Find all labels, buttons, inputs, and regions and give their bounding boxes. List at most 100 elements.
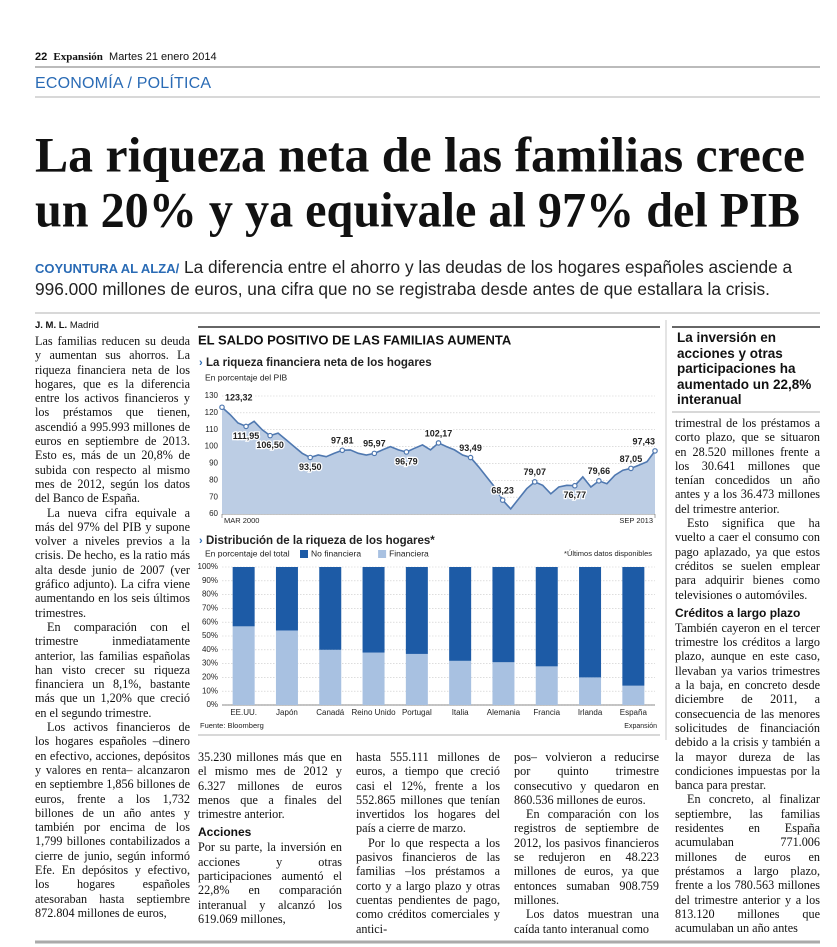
data-point — [596, 478, 602, 484]
subhead-text: La diferencia entre el ahorro y las deud… — [35, 257, 793, 299]
data-label: 95,97 — [363, 439, 386, 449]
x-tick-label: Alemania — [487, 708, 521, 717]
headline-line: La riqueza neta de las familias crece — [35, 126, 805, 182]
y-tick-label: 70% — [202, 604, 218, 613]
data-label: 96,79 — [395, 456, 418, 466]
data-point — [371, 450, 378, 457]
paragraph: Por su parte, la inversión en acciones y… — [198, 840, 342, 926]
bar-segment — [362, 652, 385, 705]
data-label: 123,32 — [225, 393, 253, 403]
data-label: 87,05 — [620, 454, 643, 464]
x-tick-label: Canadá — [316, 708, 345, 717]
bar-segment — [405, 567, 428, 654]
y-tick-label: 90% — [202, 576, 218, 585]
data-label: 93,49 — [459, 443, 482, 453]
data-point — [531, 479, 538, 485]
x-tick-label: Irlanda — [578, 708, 603, 717]
byline-place: Madrid — [69, 320, 99, 331]
chart-subtitle: En porcentaje del total — [205, 548, 290, 558]
data-label: 97,81 — [331, 436, 354, 446]
y-tick-label: 100% — [198, 562, 218, 571]
y-tick-label: 70 — [209, 492, 218, 501]
paragraph: Las familias reducen su deuda y aumentan… — [35, 334, 190, 506]
data-label: 97,43 — [632, 436, 655, 446]
y-tick-label: 30% — [202, 659, 218, 668]
data-point — [307, 454, 314, 461]
chart-source: Fuente: Bloomberg — [200, 721, 264, 730]
paragraph: Los datos muestran una caída tanto inter… — [514, 907, 659, 936]
subheading: Acciones — [198, 825, 252, 840]
paragraph: También cayeron en el tercer trimestre l… — [675, 620, 820, 793]
subhead-kicker: COYUNTURA AL ALZA/ — [35, 261, 180, 276]
date: Martes 21 enero 2014 — [109, 51, 217, 63]
y-tick-label: 60% — [202, 617, 218, 626]
data-label: 76,77 — [564, 490, 587, 500]
x-tick-label: Francia — [533, 708, 560, 717]
x-tick-label: MAR 2000 — [224, 516, 259, 525]
paragraph: Los activos financieros de los hogares e… — [35, 720, 190, 920]
legend-label: Financiera — [389, 548, 429, 558]
data-label: 68,23 — [491, 486, 514, 496]
bar-segment — [579, 567, 602, 678]
data-label: 79,66 — [588, 466, 611, 476]
bar-segment — [492, 567, 515, 663]
byline: J. M. L. Madrid — [35, 320, 99, 331]
paragraph: 35.230 millones más que en el mismo mes … — [198, 750, 342, 822]
y-tick-label: 90 — [209, 459, 218, 468]
paragraph: En comparación con los registros de sept… — [514, 807, 659, 907]
paragraph: En comparación con el trimestre inmediat… — [35, 619, 190, 720]
paper-name: Expansión — [53, 51, 103, 63]
data-label: 93,50 — [299, 462, 322, 472]
bar-segment — [622, 567, 645, 686]
bar-segment — [319, 567, 342, 650]
section-label: ECONOMÍA / POLÍTICA — [35, 75, 212, 92]
bar-segment — [275, 567, 298, 631]
chart-box-title: EL SALDO POSITIVO DE LAS FAMILIAS AUMENT… — [198, 332, 512, 347]
bar-segment — [449, 660, 472, 705]
x-tick-label: España — [620, 708, 648, 717]
byline-author: J. M. L. — [35, 320, 68, 331]
paragraph: pos– volvieron a reducirse por quinto tr… — [514, 750, 659, 807]
y-tick-label: 20% — [202, 673, 218, 682]
page-number: 22 — [35, 51, 48, 63]
bar-segment — [579, 677, 602, 705]
text-column: Las familias reducen su deuda y aumentan… — [35, 334, 190, 940]
pull-quote: La inversión en acciones y otras partici… — [677, 330, 812, 407]
text-column: 35.230 millones más que en el mismo mes … — [198, 750, 342, 940]
bar-segment — [232, 626, 255, 705]
data-point — [219, 404, 225, 411]
paragraph: Esto significa que ha vuelto a caer el c… — [675, 516, 820, 602]
data-point — [403, 449, 410, 455]
data-point — [339, 447, 346, 454]
y-tick-label: 100 — [205, 442, 219, 451]
bar-segment — [535, 666, 558, 705]
x-tick-label: Reino Unido — [352, 708, 397, 717]
data-label: 106,50 — [256, 440, 284, 450]
y-tick-label: 80% — [202, 590, 218, 599]
subhead: COYUNTURA AL ALZA/ La diferencia entre e… — [35, 257, 795, 300]
chart-credit: Expansión — [624, 723, 657, 730]
chart-title: Distribución de la riqueza de los hogare… — [206, 535, 435, 547]
area — [222, 407, 655, 514]
paragraph: hasta 555.111 millones de euros, a tiemp… — [356, 750, 500, 836]
y-tick-label: 50% — [202, 631, 218, 640]
data-point — [435, 440, 442, 446]
data-point — [243, 423, 249, 430]
bar-segment — [449, 567, 472, 661]
text-column: trimestral de los préstamos a corto plaz… — [675, 416, 820, 940]
data-label: 79,07 — [523, 467, 546, 477]
data-point — [652, 448, 658, 454]
data-point — [572, 482, 578, 489]
bar-segment — [535, 567, 558, 667]
legend-swatch — [300, 550, 308, 558]
chart-subtitle: En porcentaje del PIB — [205, 372, 288, 382]
x-tick-label: EE.UU. — [230, 708, 257, 717]
legend-swatch — [378, 550, 387, 558]
headline-line: un 20% y ya equivale al 97% del PIB — [35, 181, 800, 237]
y-tick-label: 120 — [205, 408, 219, 417]
y-tick-label: 80 — [209, 475, 218, 484]
paragraph: trimestral de los préstamos a corto plaz… — [675, 416, 820, 516]
chart-note: *Últimos datos disponibles — [564, 549, 652, 558]
